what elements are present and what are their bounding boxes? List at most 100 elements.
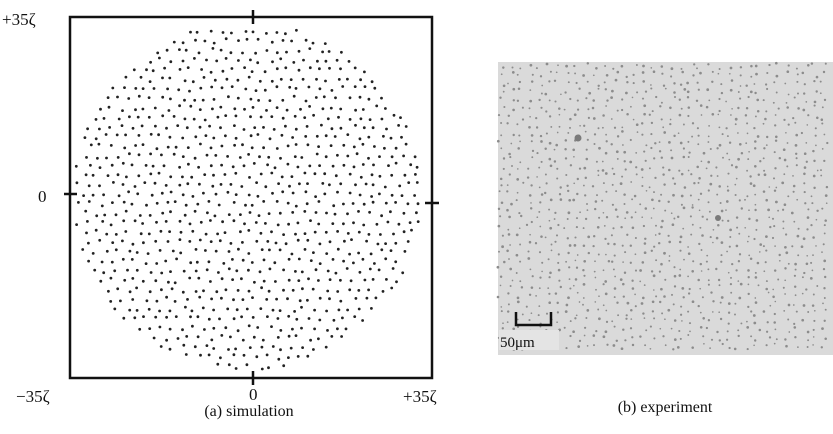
dot [673, 338, 677, 341]
dot [182, 343, 186, 347]
dot [794, 336, 797, 339]
dot [510, 202, 513, 206]
dot [766, 321, 769, 324]
dot [706, 218, 709, 221]
dot [242, 164, 246, 168]
dot [823, 224, 826, 227]
dot [116, 95, 119, 99]
dot [373, 262, 376, 265]
dot [746, 132, 749, 135]
dot [558, 279, 561, 282]
dot [731, 262, 734, 266]
dot [661, 219, 664, 223]
dot [254, 89, 258, 92]
dot [557, 253, 560, 256]
dot [139, 232, 143, 236]
dot [663, 251, 666, 255]
dot [621, 126, 624, 129]
dot [740, 207, 744, 210]
dot [220, 334, 224, 337]
dot [500, 201, 504, 204]
dot [231, 258, 234, 261]
dot [314, 96, 318, 99]
dot [323, 172, 327, 176]
dot [501, 234, 504, 237]
dot [307, 317, 311, 320]
dot [271, 308, 275, 312]
dot [683, 186, 687, 189]
dot [797, 346, 799, 348]
dot [334, 174, 338, 178]
dot [415, 165, 419, 169]
dot [598, 216, 601, 219]
dot [660, 156, 664, 159]
dot [161, 114, 165, 118]
dot [181, 290, 185, 294]
dot [753, 321, 757, 325]
dot [230, 31, 233, 35]
dot [105, 156, 108, 160]
dot [370, 173, 374, 177]
dot [605, 190, 608, 193]
dot [289, 78, 293, 81]
dot [75, 223, 78, 227]
dot [183, 98, 186, 102]
dot [528, 319, 531, 322]
dot [188, 276, 192, 280]
dot [806, 124, 809, 126]
dot [174, 315, 178, 318]
dot [209, 29, 213, 33]
dot [765, 198, 768, 202]
dot [260, 248, 264, 252]
dot [220, 163, 224, 167]
dot [234, 136, 238, 140]
dot [327, 50, 331, 53]
dot [536, 176, 538, 178]
dot [275, 85, 279, 89]
dot [601, 199, 604, 202]
dot [184, 203, 188, 207]
dot [807, 339, 810, 342]
dot [243, 107, 246, 111]
dot [241, 258, 245, 262]
dot [791, 245, 794, 248]
dot [540, 193, 544, 196]
dot [573, 244, 577, 247]
dot [809, 277, 813, 280]
dot [626, 301, 630, 305]
dot [231, 165, 235, 169]
dot [99, 107, 102, 111]
dot [170, 287, 174, 291]
dot [250, 203, 254, 207]
dot [775, 186, 778, 189]
dot [256, 37, 260, 41]
dot [96, 156, 99, 160]
dot [249, 115, 252, 119]
dot [209, 240, 213, 244]
dot [602, 212, 605, 214]
dot [250, 261, 254, 264]
dot [696, 67, 698, 70]
dot [764, 83, 768, 86]
dot [605, 140, 608, 143]
dot [611, 167, 614, 170]
dot [650, 67, 653, 69]
dot [288, 184, 291, 188]
dot [823, 297, 826, 299]
dot [604, 172, 608, 175]
dot [530, 134, 534, 137]
dot [342, 143, 346, 147]
dot [757, 173, 761, 177]
dot [749, 90, 753, 94]
dot [519, 260, 522, 263]
dot [730, 164, 734, 167]
dot [554, 292, 558, 295]
dot [232, 219, 236, 223]
dot [603, 81, 606, 84]
dot [147, 115, 151, 119]
dot [754, 115, 757, 118]
dot [315, 77, 318, 81]
dot [358, 95, 362, 99]
dot [403, 173, 407, 177]
dot [668, 141, 671, 144]
